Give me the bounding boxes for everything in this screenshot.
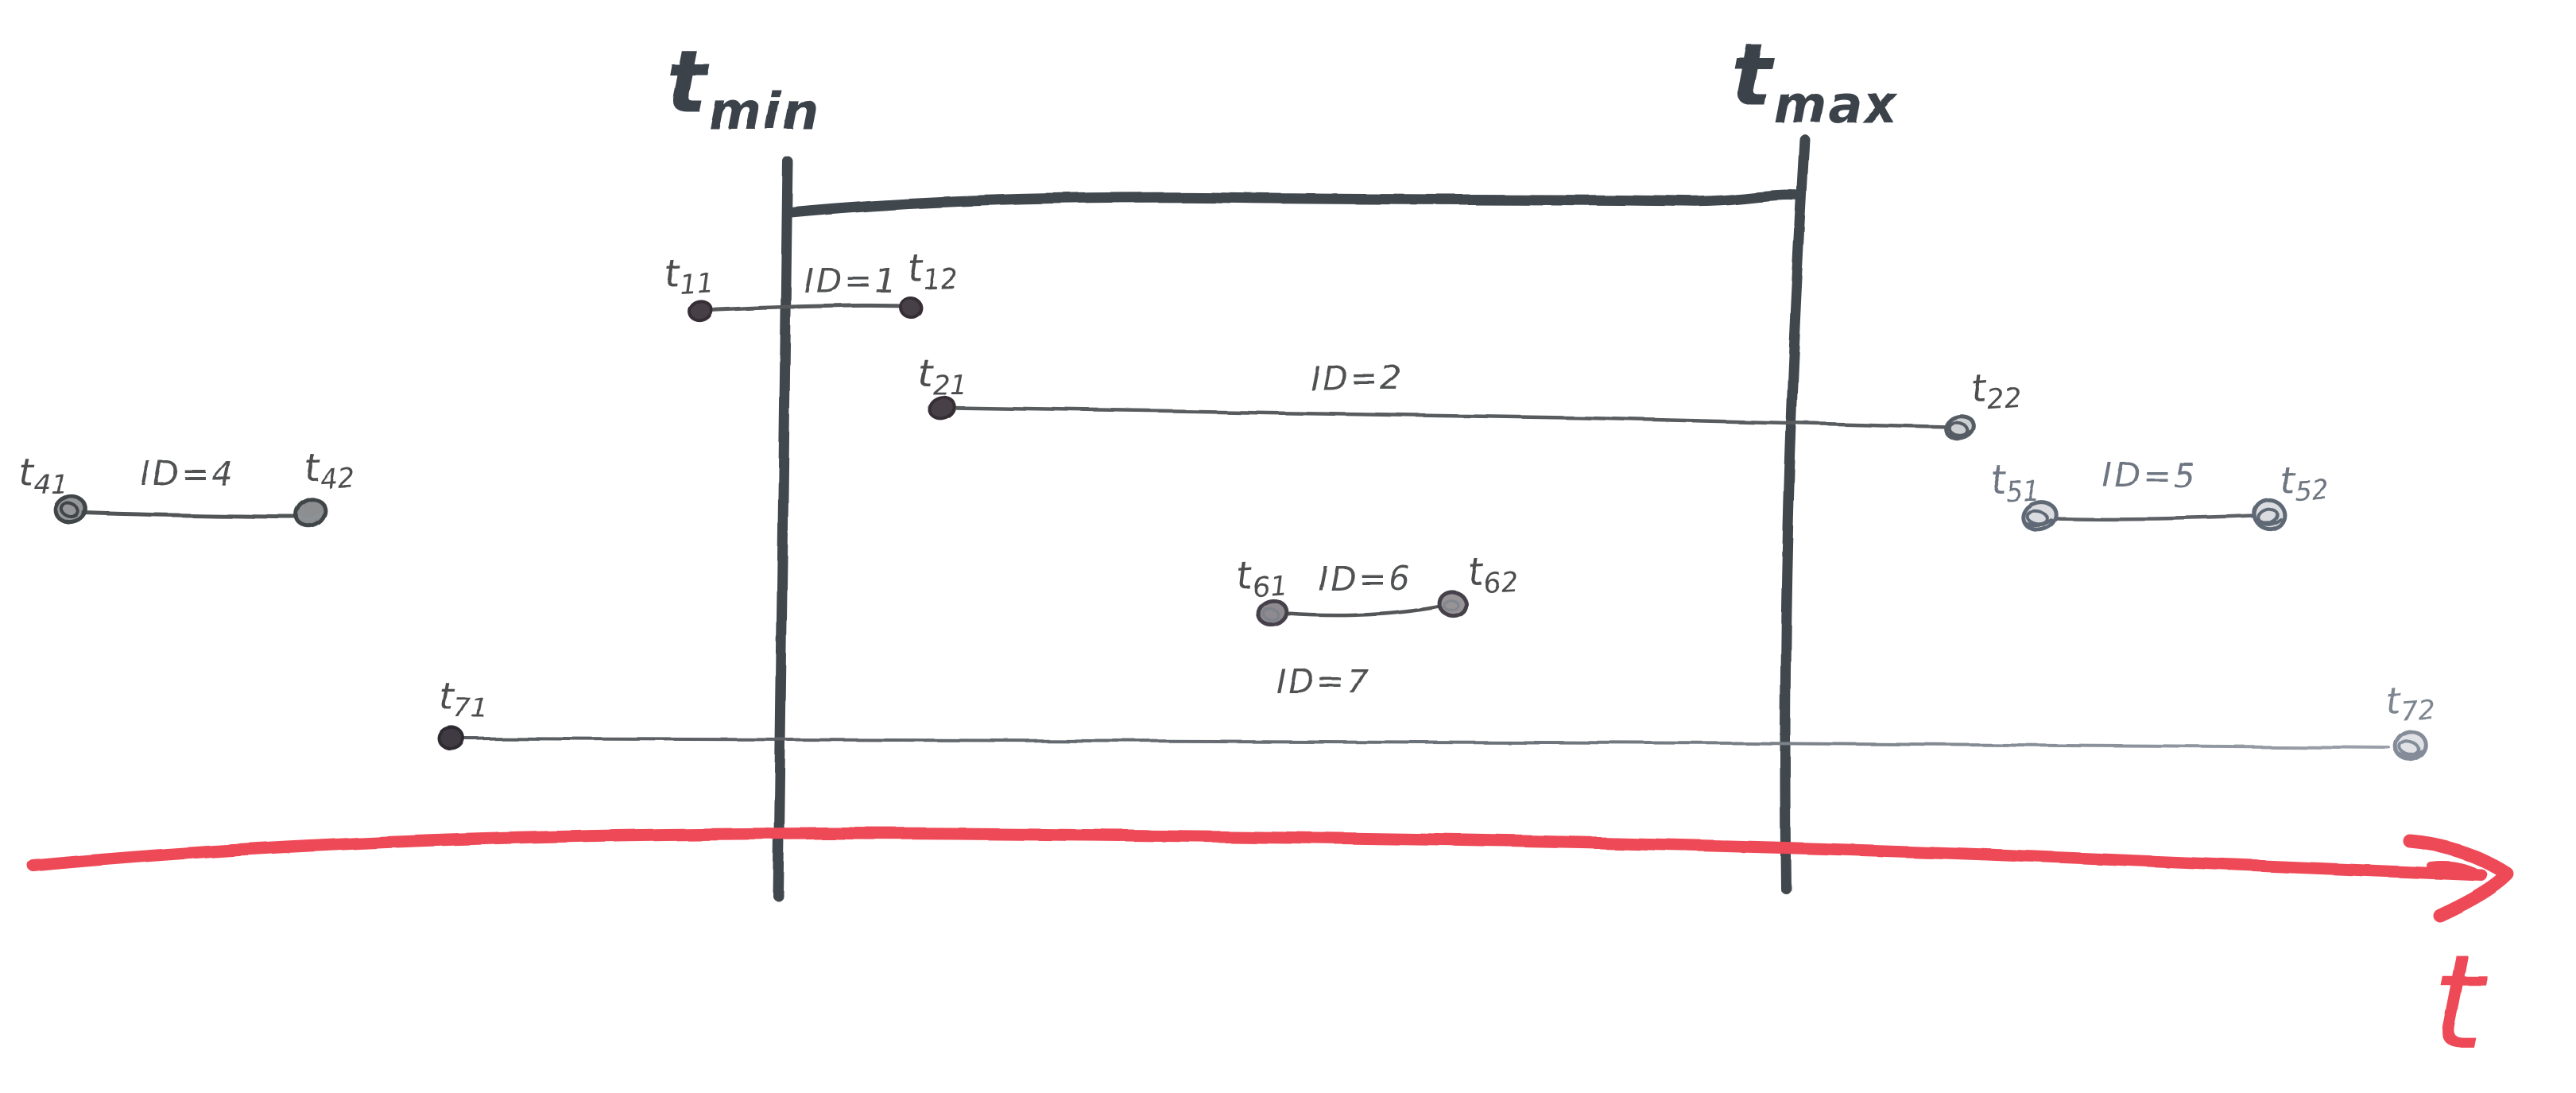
- label-t41: t41: [19, 452, 68, 501]
- id-6-label: ID=6: [1318, 559, 1412, 598]
- id-7-label: ID=7: [1276, 662, 1371, 701]
- label-t62: t62: [1467, 548, 1519, 600]
- id-5-label: ID=5: [2102, 455, 2197, 494]
- label-t52: t52: [2278, 456, 2330, 508]
- point-t11: [688, 299, 713, 323]
- point-t42: [294, 497, 327, 529]
- point-t61: [1256, 599, 1289, 627]
- interval-5-line: [2053, 514, 2256, 521]
- label-t51: t51: [1991, 459, 2040, 508]
- point-t62: [1437, 590, 1469, 618]
- interval-7-line: [463, 735, 2391, 750]
- point-t71: [438, 726, 465, 751]
- label-t21: t21: [918, 352, 967, 401]
- tmax-boundary-line: [1780, 134, 1811, 894]
- point-t12: [899, 296, 923, 320]
- point-t72: [2393, 730, 2428, 762]
- id-2-label: ID=2: [1310, 359, 1404, 397]
- time-axis-label: t: [2432, 926, 2488, 1079]
- point-t21: [928, 395, 956, 421]
- arrowhead-icon: [2403, 834, 2515, 923]
- label-t71: t71: [440, 676, 489, 725]
- label-t11: t11: [663, 250, 715, 301]
- point-t41: [53, 494, 88, 525]
- id-1-label: ID=1: [804, 262, 899, 300]
- label-t12: t12: [907, 246, 958, 297]
- interval-2-line: [951, 405, 1951, 429]
- point-t22: [1943, 414, 1977, 441]
- label-t42: t42: [304, 444, 355, 496]
- point-t51: [2020, 500, 2059, 532]
- top-connector-line: [785, 190, 1804, 218]
- label-t22: t22: [1970, 365, 2023, 417]
- tmin-label: tmin: [666, 33, 820, 141]
- interval-6-line: [1285, 604, 1442, 618]
- interval-1-line: [707, 303, 905, 312]
- point-t52: [2252, 498, 2287, 531]
- label-t72: t72: [2384, 676, 2436, 729]
- tmax-label: tmax: [1731, 26, 1899, 135]
- time-axis-arrow: [27, 827, 2515, 923]
- interval-4-line: [82, 510, 300, 519]
- id-4-label: ID=4: [141, 455, 236, 494]
- tmin-boundary-line: [773, 156, 793, 901]
- label-t61: t61: [1236, 552, 1288, 605]
